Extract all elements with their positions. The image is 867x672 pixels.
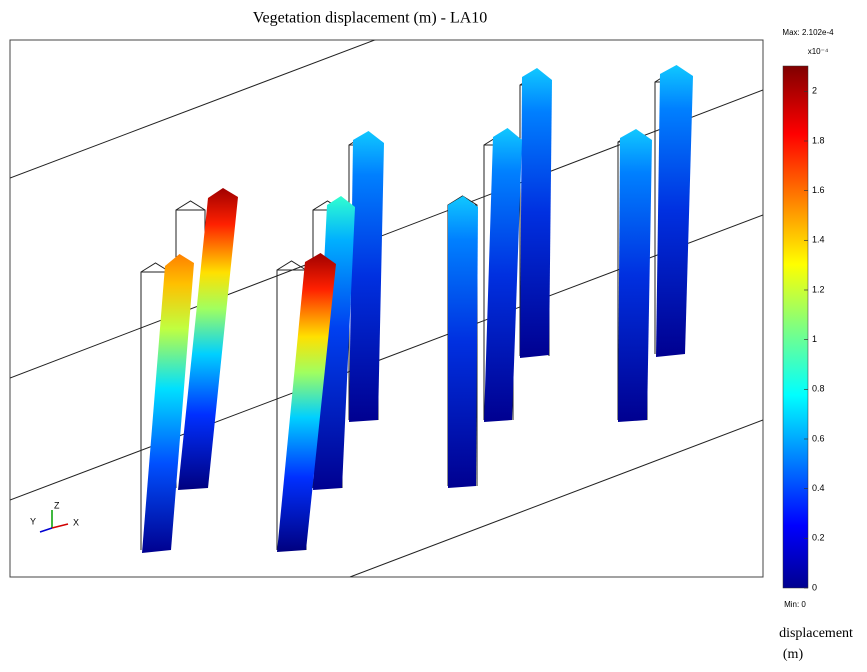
- colorbar-tick-label: 2: [812, 86, 817, 96]
- colorbar-min: Min: 0: [784, 600, 806, 609]
- axis-z: Z: [54, 500, 60, 510]
- colorbar-exponent: x10⁻⁴: [808, 47, 829, 56]
- displaced-stem: [448, 196, 478, 488]
- colorbar-tick-label: 0: [812, 582, 817, 592]
- colorbar-tick-label: 0.6: [812, 433, 825, 443]
- displaced-stem: [618, 129, 652, 422]
- colorbar-tick-label: 1.6: [812, 185, 825, 195]
- axis-y: Y: [30, 516, 36, 526]
- plot-frame: [10, 40, 763, 577]
- colorbar-scale: [783, 66, 808, 588]
- colorbar-unit: (m): [783, 647, 804, 662]
- colorbar-tick-label: 1.2: [812, 284, 825, 294]
- figure: Vegetation displacement (m) - LA10 Z X Y…: [0, 0, 867, 667]
- colorbar-tick-label: 1.8: [812, 135, 825, 145]
- page: {"title": "Vegetation displacement (m) -…: [0, 0, 867, 667]
- colorbar-label: displacement: [779, 626, 853, 641]
- axis-x: X: [73, 517, 79, 527]
- colorbar-tick-label: 1: [812, 334, 817, 344]
- colorbar-tick-label: 0.2: [812, 533, 825, 543]
- colorbar-tick-label: 0.8: [812, 384, 825, 394]
- colorbar-max: Max: 2.102e-4: [782, 28, 834, 37]
- colorbar-tick-label: 1.4: [812, 235, 825, 245]
- colorbar-tick-label: 0.4: [812, 483, 825, 493]
- colorbar: Max: 2.102e-4 x10⁻⁴ Min: 0 displacement …: [779, 28, 853, 662]
- displaced-stem: [520, 68, 552, 358]
- title: Vegetation displacement (m) - LA10: [253, 10, 488, 27]
- displaced-stem: [349, 131, 384, 422]
